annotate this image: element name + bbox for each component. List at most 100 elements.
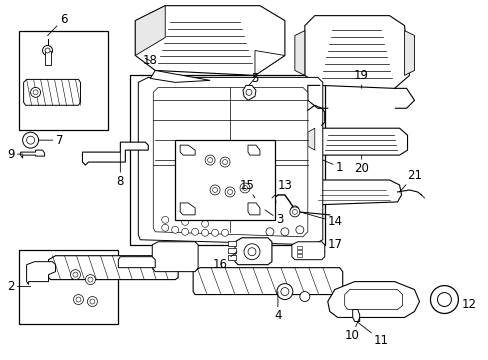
Text: 15: 15 <box>239 179 254 198</box>
PathPatch shape <box>138 77 322 245</box>
Text: 5: 5 <box>248 72 258 85</box>
Text: 2: 2 <box>7 280 31 293</box>
Circle shape <box>162 224 168 231</box>
PathPatch shape <box>180 203 195 215</box>
Circle shape <box>87 297 97 306</box>
Circle shape <box>45 48 50 53</box>
Bar <box>19 31 108 130</box>
Circle shape <box>191 228 198 235</box>
Circle shape <box>240 183 249 193</box>
Circle shape <box>289 207 299 217</box>
Circle shape <box>276 284 292 300</box>
Text: 19: 19 <box>353 69 368 88</box>
Circle shape <box>292 210 297 214</box>
Circle shape <box>90 299 95 304</box>
Text: 7: 7 <box>39 134 63 147</box>
Circle shape <box>31 87 41 97</box>
Text: 12: 12 <box>457 298 475 311</box>
Text: 11: 11 <box>356 321 388 347</box>
Circle shape <box>70 270 81 280</box>
PathPatch shape <box>48 256 178 280</box>
Circle shape <box>171 226 178 233</box>
Text: 18: 18 <box>142 54 157 67</box>
Bar <box>175 140 274 220</box>
Circle shape <box>295 226 303 234</box>
Circle shape <box>220 157 229 167</box>
Circle shape <box>429 285 457 314</box>
Bar <box>44 51 50 66</box>
Text: 13: 13 <box>271 179 292 198</box>
PathPatch shape <box>344 289 402 310</box>
Circle shape <box>280 288 288 296</box>
Circle shape <box>204 155 215 165</box>
PathPatch shape <box>26 262 56 285</box>
PathPatch shape <box>235 238 271 265</box>
Circle shape <box>252 202 263 212</box>
PathPatch shape <box>135 6 285 75</box>
PathPatch shape <box>352 310 359 321</box>
Circle shape <box>201 220 208 227</box>
Text: 3: 3 <box>264 210 283 226</box>
Circle shape <box>224 187 235 197</box>
PathPatch shape <box>254 50 285 75</box>
PathPatch shape <box>82 142 148 165</box>
Circle shape <box>76 297 81 302</box>
Text: 20: 20 <box>353 155 368 175</box>
Text: 6: 6 <box>47 13 67 36</box>
Circle shape <box>267 198 275 206</box>
Bar <box>130 75 324 245</box>
Circle shape <box>33 90 38 95</box>
PathPatch shape <box>309 180 401 205</box>
Bar <box>19 250 118 324</box>
Circle shape <box>73 294 83 305</box>
PathPatch shape <box>307 128 314 150</box>
PathPatch shape <box>152 242 198 272</box>
PathPatch shape <box>247 145 260 155</box>
Circle shape <box>42 45 52 55</box>
PathPatch shape <box>150 71 210 82</box>
Circle shape <box>245 89 251 95</box>
PathPatch shape <box>193 268 342 294</box>
PathPatch shape <box>294 31 304 75</box>
Circle shape <box>227 189 232 194</box>
Circle shape <box>244 244 260 260</box>
PathPatch shape <box>242 198 271 215</box>
PathPatch shape <box>118 257 155 268</box>
Circle shape <box>22 132 39 148</box>
Text: 21: 21 <box>399 169 421 192</box>
PathPatch shape <box>135 6 165 55</box>
Text: 9: 9 <box>7 148 22 161</box>
Circle shape <box>222 159 227 165</box>
Bar <box>227 241 236 246</box>
Circle shape <box>290 206 298 214</box>
PathPatch shape <box>291 242 324 260</box>
Circle shape <box>207 158 212 163</box>
Circle shape <box>88 277 93 282</box>
Circle shape <box>265 228 273 236</box>
Circle shape <box>73 272 78 277</box>
Text: 17: 17 <box>324 238 342 252</box>
Circle shape <box>437 293 450 306</box>
Circle shape <box>280 228 288 236</box>
Text: 1: 1 <box>322 160 343 174</box>
PathPatch shape <box>23 80 81 105</box>
Circle shape <box>221 229 228 236</box>
Circle shape <box>182 219 188 225</box>
PathPatch shape <box>404 31 414 75</box>
PathPatch shape <box>247 203 260 215</box>
PathPatch shape <box>327 282 419 318</box>
Circle shape <box>26 136 35 144</box>
Text: 4: 4 <box>274 292 281 323</box>
PathPatch shape <box>243 85 255 100</box>
Circle shape <box>299 292 309 302</box>
Text: 8: 8 <box>117 152 124 188</box>
Circle shape <box>85 275 95 285</box>
PathPatch shape <box>304 15 408 88</box>
Circle shape <box>247 248 255 256</box>
PathPatch shape <box>314 128 407 155</box>
Bar <box>296 254 301 257</box>
Circle shape <box>242 185 247 190</box>
Text: 10: 10 <box>344 318 359 342</box>
Circle shape <box>212 188 217 193</box>
Bar <box>227 248 236 253</box>
